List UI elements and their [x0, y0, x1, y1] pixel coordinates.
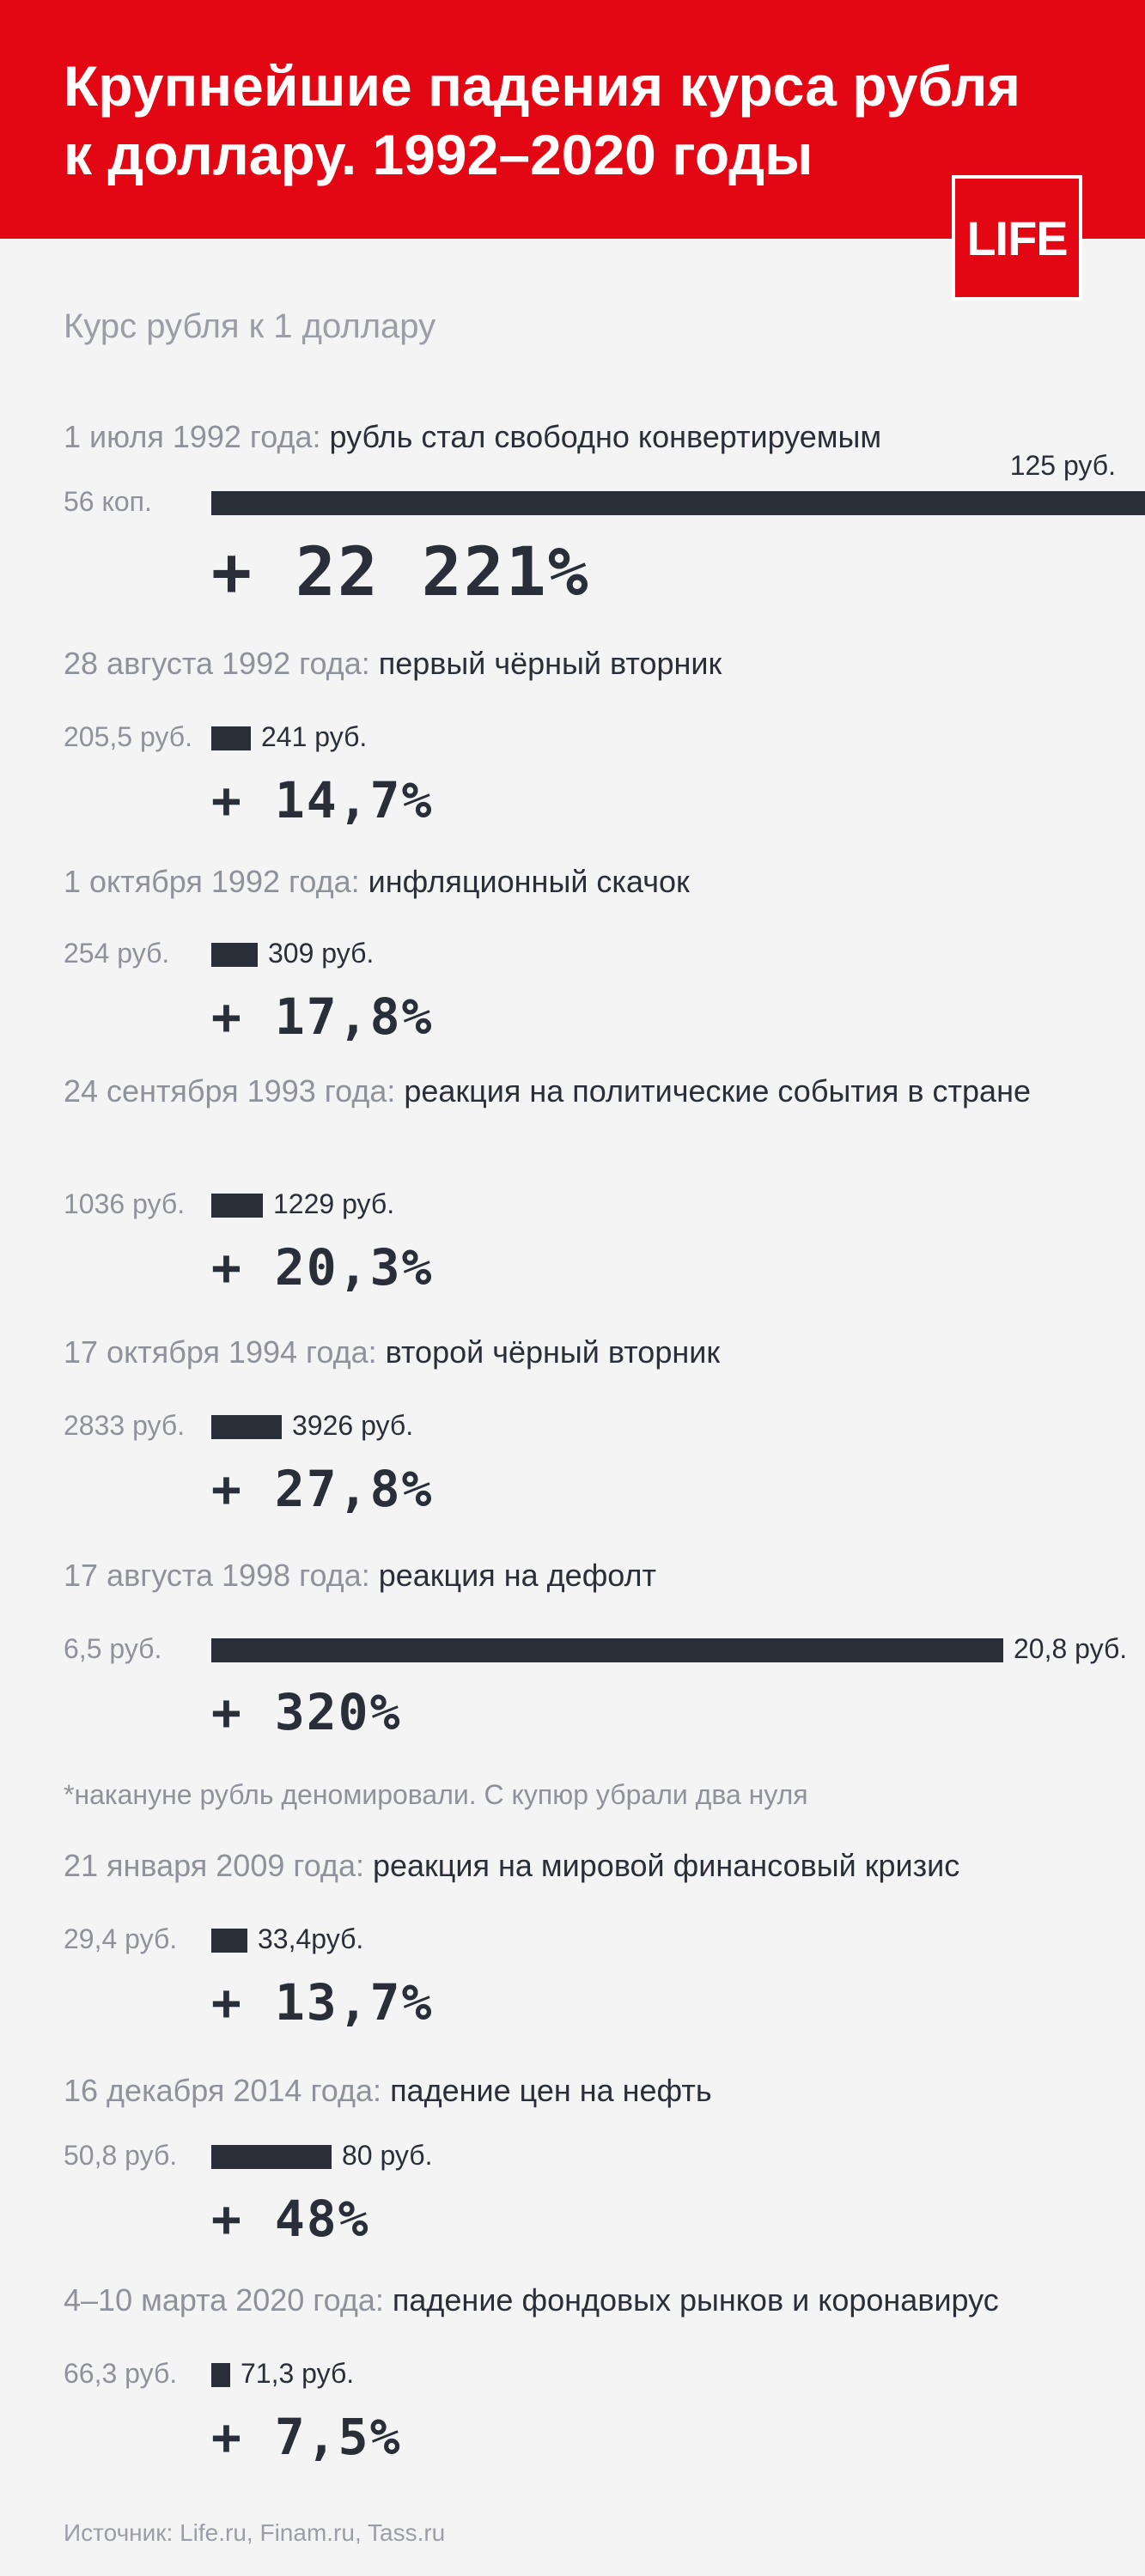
from-rate-label: 50,8 руб.	[64, 2140, 178, 2171]
from-rate-label: 2833 руб.	[64, 1410, 186, 1441]
event-description: первый чёрный вторник	[369, 646, 722, 681]
to-rate-label: 1229 руб.	[273, 1188, 395, 1219]
denomination-note: *накануне рубль деномировали. С купюр уб…	[64, 1779, 808, 1810]
event-description: реакция на дефолт	[369, 1558, 657, 1593]
rate-change-bar	[211, 726, 251, 750]
title-line-1: Крупнейшие падения курса рубля	[64, 54, 1020, 118]
to-rate-label: 80 руб.	[342, 2140, 433, 2171]
event-date: 28 августа 1992 года:	[64, 646, 370, 681]
to-rate-label: 125 руб.	[1009, 450, 1116, 481]
percent-change-label: + 7,5%	[211, 2408, 402, 2466]
rate-change-bar	[211, 1415, 282, 1439]
from-rate-label: 29,4 руб.	[64, 1923, 178, 1954]
rate-change-bar	[211, 943, 258, 967]
event-description: реакция на мировой финансовый кризис	[363, 1848, 960, 1883]
from-rate-label: 6,5 руб.	[64, 1633, 162, 1664]
rate-change-bar	[211, 2363, 230, 2387]
percent-change-label: + 22 221%	[211, 534, 590, 611]
event-description: инфляционный скачок	[359, 864, 690, 899]
event-description: падение фондовых рынков и коронавирус	[383, 2282, 999, 2318]
percent-change-label: + 14,7%	[211, 771, 434, 829]
event-title: 24 сентября 1993 года: реакция на полити…	[64, 1072, 1094, 1111]
event-title: 16 декабря 2014 года: падение цен на неф…	[64, 2071, 1094, 2111]
event-description: реакция на политические события в стране	[395, 1073, 1031, 1109]
source-credit: Источник: Life.ru, Finam.ru, Tass.ru	[64, 2519, 446, 2546]
event-title: 1 октября 1992 года: инфляционный скачок	[64, 862, 1094, 902]
event-date: 21 января 2009 года:	[64, 1848, 364, 1883]
event-description: падение цен на нефть	[381, 2073, 712, 2108]
event-title: 17 августа 1998 года: реакция на дефолт	[64, 1556, 1094, 1595]
event-title: 28 августа 1992 года: первый чёрный втор…	[64, 644, 1094, 683]
event-title: 21 января 2009 года: реакция на мировой …	[64, 1846, 1094, 1886]
from-rate-label: 56 коп.	[64, 486, 152, 517]
rate-change-bar	[211, 1638, 1003, 1662]
to-rate-label: 33,4руб.	[258, 1923, 364, 1954]
page-title: Крупнейшие падения курса рубля к доллару…	[64, 52, 1020, 189]
to-rate-label: 309 руб.	[268, 938, 375, 969]
chart-subtitle: Курс рубля к 1 доллару	[64, 307, 436, 345]
to-rate-label: 71,3 руб.	[241, 2358, 355, 2389]
rate-change-bar	[211, 491, 1145, 515]
event-date: 1 октября 1992 года:	[64, 864, 360, 899]
life-logo: LIFE	[952, 175, 1082, 301]
percent-change-label: + 17,8%	[211, 987, 434, 1046]
rate-change-bar	[211, 1194, 263, 1218]
percent-change-label: + 320%	[211, 1683, 402, 1741]
event-date: 1 июля 1992 года:	[64, 419, 321, 454]
event-date: 24 сентября 1993 года:	[64, 1073, 396, 1109]
event-description: второй чёрный вторник	[376, 1334, 721, 1370]
percent-change-label: + 27,8%	[211, 1460, 434, 1518]
from-rate-label: 205,5 руб.	[64, 721, 192, 752]
title-line-2: к доллару. 1992–2020 годы	[64, 123, 813, 186]
from-rate-label: 66,3 руб.	[64, 2358, 178, 2389]
rate-change-bar	[211, 1929, 247, 1953]
to-rate-label: 20,8 руб.	[1014, 1633, 1128, 1664]
to-rate-label: 241 руб.	[261, 721, 368, 752]
event-date: 17 октября 1994 года:	[64, 1334, 377, 1370]
event-date: 17 августа 1998 года:	[64, 1558, 370, 1593]
rate-change-bar	[211, 2145, 332, 2169]
percent-change-label: + 20,3%	[211, 1238, 434, 1297]
percent-change-label: + 13,7%	[211, 1973, 434, 2032]
logo-text: LIFE	[966, 210, 1068, 265]
event-title: 4–10 марта 2020 года: падение фондовых р…	[64, 2281, 1094, 2320]
event-date: 16 декабря 2014 года:	[64, 2073, 382, 2108]
percent-change-label: + 48%	[211, 2190, 370, 2248]
from-rate-label: 1036 руб.	[64, 1188, 186, 1219]
from-rate-label: 254 руб.	[64, 938, 170, 969]
event-date: 4–10 марта 2020 года:	[64, 2282, 384, 2318]
event-title: 17 октября 1994 года: второй чёрный втор…	[64, 1333, 1094, 1372]
event-title: 1 июля 1992 года: рубль стал свободно ко…	[64, 417, 1094, 457]
event-description: рубль стал свободно конвертируемым	[320, 419, 882, 454]
to-rate-label: 3926 руб.	[292, 1410, 414, 1441]
